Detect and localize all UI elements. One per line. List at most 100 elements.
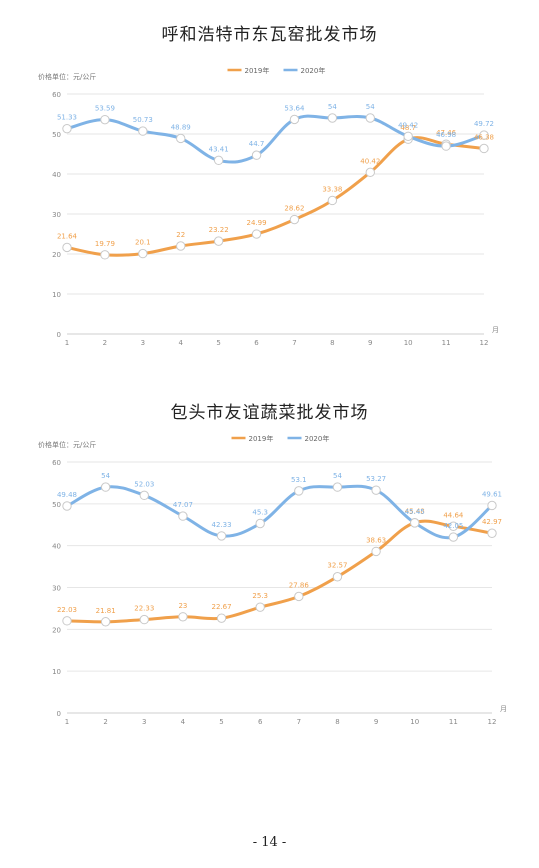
- data-point: [371, 546, 381, 557]
- unit-label: 价格单位：元/公斤: [38, 72, 96, 81]
- data-label: 51.33: [57, 114, 77, 122]
- data-point: [62, 616, 72, 626]
- data-point: [213, 155, 224, 166]
- y-tick-label: 0: [57, 710, 61, 718]
- x-tick-label: 4: [178, 339, 183, 347]
- data-label: 21.64: [57, 232, 78, 240]
- data-label: 42.05: [443, 522, 463, 530]
- data-label: 52.03: [134, 480, 154, 488]
- data-point: [62, 123, 72, 134]
- x-tick-label: 3: [142, 718, 146, 726]
- data-label: 44.64: [443, 511, 464, 519]
- data-label: 23: [178, 602, 187, 610]
- data-point: [251, 150, 262, 160]
- data-label: 25.3: [252, 592, 268, 600]
- chart-title: 呼和浩特市东瓦窑批发市场: [161, 25, 378, 45]
- y-tick-label: 60: [52, 91, 61, 99]
- data-point: [448, 521, 459, 531]
- data-label: 24.99: [247, 219, 267, 227]
- data-label: 27.86: [289, 581, 310, 589]
- x-tick-label: 11: [449, 718, 458, 726]
- data-point: [365, 167, 375, 178]
- data-point: [441, 141, 451, 151]
- data-point: [332, 572, 343, 582]
- x-tick-label: 10: [410, 718, 419, 726]
- legend-entry: 2020年: [301, 66, 326, 75]
- chart-title: 包头市友谊蔬菜批发市场: [170, 403, 369, 423]
- data-point: [410, 518, 420, 528]
- data-label: 49.48: [57, 491, 77, 499]
- data-point: [479, 143, 489, 154]
- data-label: 33.38: [322, 185, 342, 193]
- legend-entry: 2019年: [245, 66, 270, 75]
- data-label: 49.42: [398, 121, 418, 129]
- data-label: 49.72: [474, 120, 494, 128]
- data-label: 23.22: [209, 226, 229, 234]
- unit-label: 价格单位：元/公斤: [38, 440, 96, 449]
- data-label: 20.1: [135, 239, 151, 247]
- data-label: 40.42: [360, 157, 380, 165]
- data-point: [100, 114, 110, 125]
- x-tick-label: 8: [335, 718, 339, 726]
- data-point: [138, 126, 148, 136]
- y-tick-label: 20: [52, 626, 61, 634]
- data-label: 45.3: [252, 508, 268, 516]
- data-label: 53.64: [284, 104, 305, 112]
- x-tick-label: 8: [330, 339, 334, 347]
- x-tick-label: 5: [219, 718, 223, 726]
- x-axis-label: 月: [492, 326, 499, 334]
- y-tick-label: 50: [52, 131, 61, 139]
- data-point: [62, 242, 72, 253]
- data-point: [138, 248, 148, 259]
- data-label: 47.46: [436, 129, 457, 137]
- x-tick-label: 2: [103, 339, 107, 347]
- x-tick-label: 7: [297, 718, 301, 726]
- y-tick-label: 20: [52, 251, 61, 259]
- x-tick-label: 6: [254, 339, 259, 347]
- y-tick-label: 30: [52, 211, 61, 219]
- series-line: [65, 136, 486, 257]
- y-tick-label: 40: [52, 543, 61, 551]
- series-line: [65, 484, 494, 540]
- data-label: 19.79: [95, 240, 115, 248]
- y-tick-label: 50: [52, 501, 61, 509]
- data-label: 44.7: [249, 140, 265, 148]
- page-number: - 14 -: [252, 835, 287, 850]
- y-tick-label: 10: [52, 668, 61, 676]
- data-point: [327, 195, 338, 206]
- x-tick-label: 10: [404, 339, 413, 347]
- data-label: 42.33: [212, 521, 232, 529]
- data-point: [100, 617, 111, 627]
- data-label: 45.45: [405, 508, 425, 516]
- data-label: 22.33: [134, 605, 154, 613]
- data-point: [327, 113, 338, 123]
- data-label: 46.98: [436, 131, 456, 139]
- data-label: 54: [101, 472, 110, 480]
- data-point: [213, 236, 224, 246]
- data-point: [178, 612, 188, 622]
- x-tick-label: 4: [181, 718, 186, 726]
- data-point: [62, 501, 72, 511]
- data-label: 42.97: [482, 518, 502, 526]
- data-label: 38.63: [366, 536, 386, 544]
- data-point: [365, 113, 375, 123]
- y-tick-label: 0: [57, 331, 61, 339]
- data-point: [294, 486, 304, 496]
- y-tick-label: 30: [52, 585, 61, 593]
- data-point: [100, 482, 111, 492]
- x-axis-label: 月: [500, 705, 507, 713]
- data-label: 53.59: [95, 105, 115, 113]
- data-label: 43.41: [209, 145, 229, 153]
- data-point: [479, 130, 489, 140]
- data-point: [216, 531, 227, 541]
- x-tick-label: 12: [488, 718, 497, 726]
- data-point: [176, 241, 186, 251]
- legend-entry: 2020年: [305, 434, 330, 443]
- data-point: [371, 485, 381, 495]
- data-label: 54: [328, 103, 337, 111]
- data-label: 45.48: [405, 508, 425, 516]
- data-point: [448, 532, 459, 542]
- data-label: 46.38: [474, 133, 494, 141]
- x-tick-label: 7: [292, 339, 296, 347]
